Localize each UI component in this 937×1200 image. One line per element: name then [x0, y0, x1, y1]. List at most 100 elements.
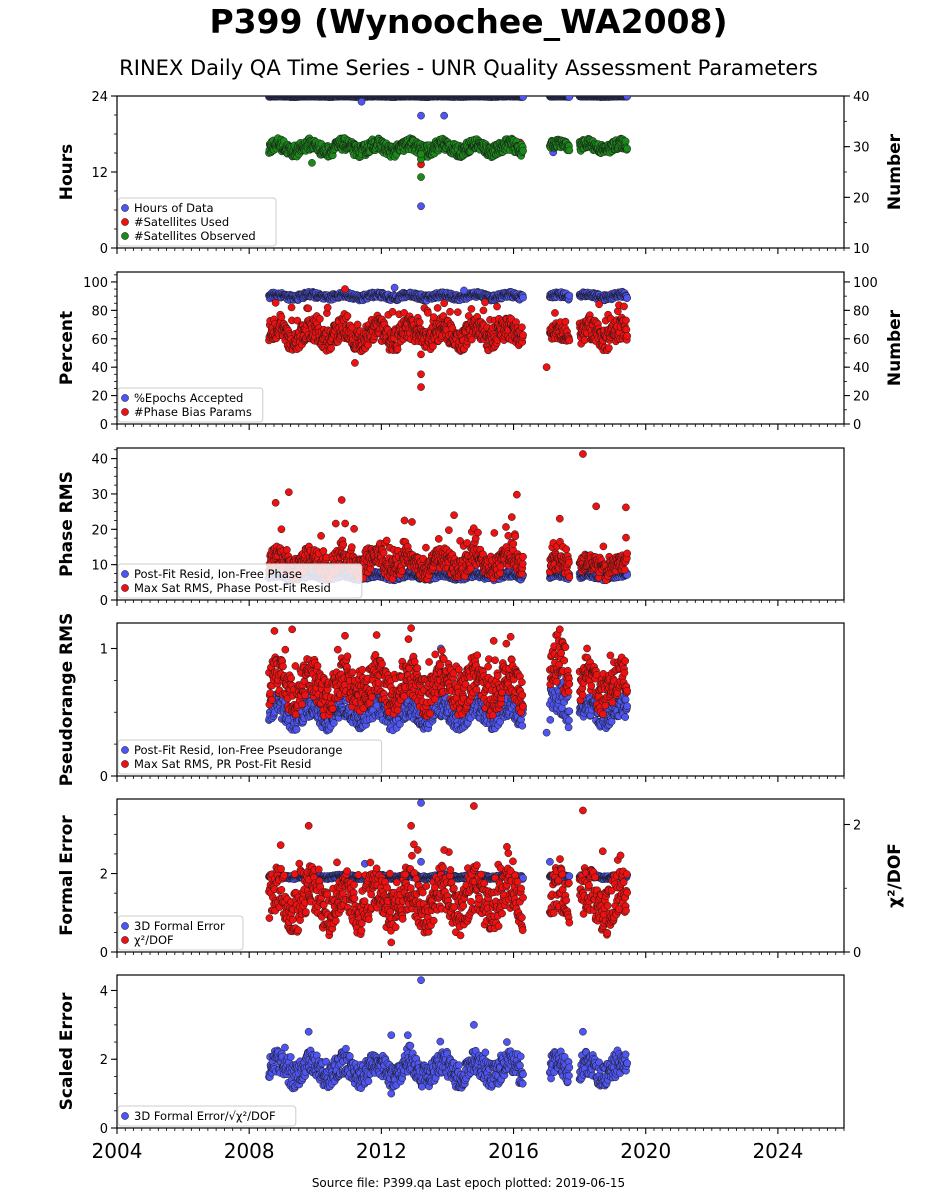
data-point — [400, 309, 409, 317]
data-point — [277, 525, 286, 534]
data-point — [417, 173, 425, 181]
y-right-tick-label: 20 — [853, 191, 870, 206]
data-point — [623, 96, 632, 101]
data-point — [304, 304, 313, 313]
data-point — [277, 313, 286, 321]
y-right-tick-label: 40 — [853, 90, 870, 105]
legend-marker — [121, 394, 129, 402]
data-point — [283, 546, 291, 554]
data-point — [433, 304, 442, 312]
legend-box — [117, 197, 277, 247]
data-point — [440, 111, 448, 120]
data-point — [595, 300, 603, 309]
data-point — [519, 96, 527, 101]
y-tick-label: 0 — [100, 418, 108, 433]
legend-marker — [121, 204, 129, 212]
data-point — [493, 302, 501, 311]
y-tick-label: 24 — [91, 90, 108, 105]
y-tick-label: 12 — [91, 166, 108, 181]
data-point — [417, 150, 425, 159]
data-point — [623, 294, 632, 302]
y-right-tick-label: 0 — [853, 418, 861, 433]
y-tick-label: 10 — [91, 559, 108, 574]
data-point — [408, 518, 416, 526]
data-point — [347, 543, 356, 551]
data-point — [316, 315, 324, 323]
y-right-axis-label: Number — [885, 133, 905, 210]
data-points — [265, 283, 632, 391]
data-point — [440, 299, 448, 308]
data-point — [317, 532, 325, 540]
data-point — [565, 291, 574, 300]
data-point — [542, 363, 551, 372]
y-right-tick-label: 40 — [853, 361, 870, 376]
data-point — [287, 303, 296, 312]
legend-entry: %Epochs Accepted — [134, 391, 243, 405]
y-axis-label: Hours — [57, 144, 77, 201]
data-point — [353, 320, 362, 329]
data-point — [417, 383, 425, 391]
data-point — [446, 307, 454, 316]
data-point — [341, 285, 349, 293]
data-point — [453, 308, 462, 317]
y-tick-label: 40 — [91, 453, 108, 468]
data-point — [429, 342, 437, 351]
y-tick-label: 40 — [91, 361, 108, 376]
data-point — [519, 331, 527, 339]
y-tick-label: 100 — [83, 276, 108, 291]
legend-entry: Hours of Data — [134, 201, 214, 215]
data-point — [605, 344, 613, 352]
data-point — [379, 548, 388, 557]
data-point — [323, 303, 332, 312]
y-tick-label: 20 — [91, 390, 108, 405]
data-point — [467, 305, 476, 313]
legend-entry: #Phase Bias Params — [134, 405, 252, 419]
data-point — [519, 293, 527, 302]
data-point — [343, 312, 352, 320]
data-point — [622, 316, 630, 325]
data-point — [308, 159, 316, 167]
data-point — [467, 335, 476, 344]
data-point — [390, 283, 399, 292]
data-point — [623, 332, 632, 340]
data-point — [565, 96, 574, 101]
data-point — [341, 519, 349, 528]
data-point — [417, 202, 425, 211]
data-point — [518, 323, 526, 332]
y-right-tick-label: 30 — [853, 141, 870, 156]
data-point — [565, 146, 574, 155]
data-point — [479, 306, 488, 315]
data-point — [417, 350, 425, 359]
y-tick-label: 0 — [100, 594, 108, 609]
legend: Hours of Data#Satellites Used#Satellites… — [117, 197, 277, 247]
data-point — [417, 111, 425, 120]
data-point — [565, 336, 574, 345]
data-point — [424, 308, 432, 317]
data-points — [265, 96, 632, 211]
data-point — [429, 313, 438, 321]
data-point — [561, 317, 570, 326]
data-point — [460, 286, 468, 295]
y-tick-label: 60 — [91, 333, 108, 348]
data-point — [357, 97, 366, 106]
y-tick-label: 0 — [100, 242, 108, 257]
y-right-tick-label: 60 — [853, 333, 870, 348]
y-right-axis-label: Number — [885, 309, 905, 386]
data-point — [382, 536, 391, 545]
data-point — [551, 309, 559, 317]
data-point — [327, 344, 336, 353]
data-point — [415, 318, 424, 327]
legend-entry: #Satellites Observed — [134, 229, 256, 243]
data-point — [351, 359, 359, 367]
y-right-tick-label: 20 — [853, 390, 870, 405]
data-point — [331, 519, 340, 528]
y-tick-label: 30 — [91, 488, 108, 503]
data-point — [398, 567, 406, 576]
legend-entry: #Satellites Used — [134, 215, 229, 229]
data-point — [622, 325, 631, 334]
figure-subtitle: RINEX Daily QA Time Series - UNR Quality… — [119, 56, 818, 80]
